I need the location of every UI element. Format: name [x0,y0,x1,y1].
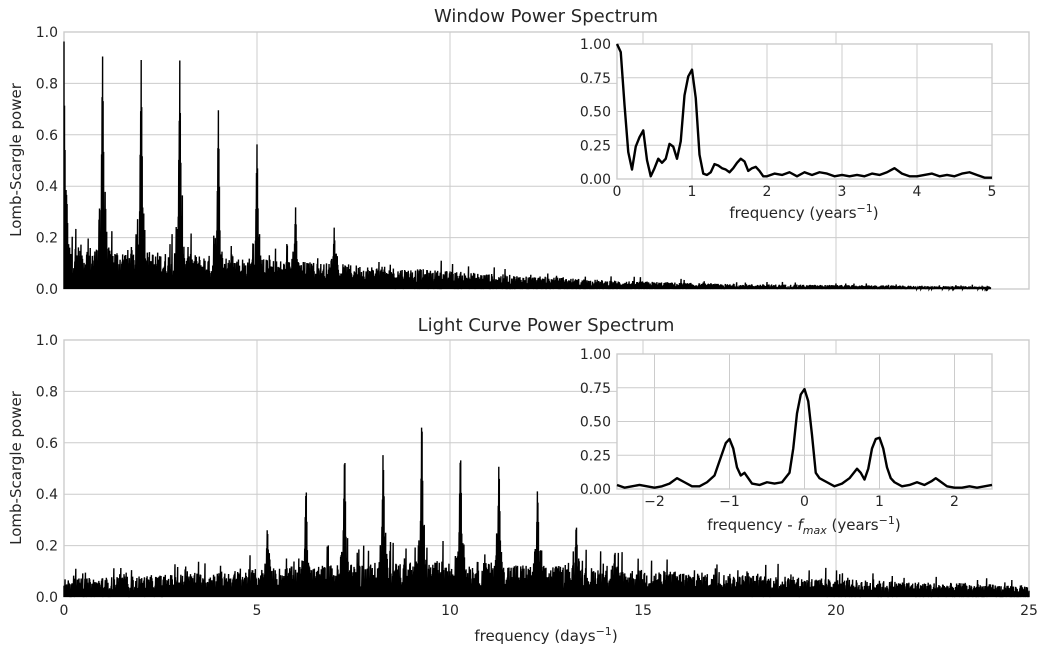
light-curve-spectrum-ylabel: Lomb-Scargle power [7,390,25,545]
x-tick-label: 20 [827,603,845,619]
inset-x-tick-label: −2 [644,494,665,510]
inset-y-tick-label: 0.50 [580,415,611,431]
inset-x-tick-label: 1 [688,184,697,200]
y-tick-label: 0.0 [36,282,58,298]
inset-y-tick-label: 0.75 [580,71,611,87]
inset-x-tick-label: 0 [613,184,622,200]
inset-x-tick-label: 2 [763,184,772,200]
inset-y-tick-label: 0.00 [580,482,611,498]
y-tick-label: 0.8 [36,384,58,400]
x-tick-label: 5 [253,603,262,619]
y-tick-label: 0.8 [36,76,58,92]
inset-x-tick-label: 2 [950,494,959,510]
y-tick-label: 0.0 [36,590,58,606]
inset-y-tick-label: 0.00 [580,172,611,188]
y-tick-label: 0.6 [36,436,58,452]
inset-y-tick-label: 0.50 [580,105,611,121]
inset-x-tick-label: 0 [800,494,809,510]
inset-x-tick-label: 4 [913,184,922,200]
y-tick-label: 0.2 [36,539,58,555]
light-curve-spectrum-panel: Light Curve Power Spectrum 0.0 0.2 0.4 0.6 0… [7,315,1038,645]
light-curve-inset-xlabel: frequency - fmax (years−1) [707,514,900,537]
x-tick-label: 10 [441,603,459,619]
inset-y-tick-label: 1.00 [580,347,611,363]
inset-x-tick-label: 5 [988,184,997,200]
window-inset-line [615,43,992,179]
light-curve-spectrum-title: Light Curve Power Spectrum [418,315,675,336]
window-spectrum-title: Window Power Spectrum [434,6,658,27]
y-tick-label: 0.6 [36,128,58,144]
light-curve-spectrum-xlabel: frequency (days−1) [474,625,617,645]
inset-x-tick-label: 3 [838,184,847,200]
inset-x-tick-label: 1 [875,494,884,510]
inset-y-tick-label: 0.25 [580,138,611,154]
window-spectrum-panel: Window Power Spectrum 0.0 0.2 0.4 0.6 0.8 1.0… [7,6,1030,298]
x-tick-label: 25 [1020,603,1038,619]
y-tick-label: 1.0 [36,333,58,349]
y-tick-label: 0.4 [36,179,58,195]
window-spectrum-ylabel: Lomb-Scargle power [7,82,25,237]
y-tick-label: 0.2 [36,231,58,247]
window-spectrum-line [63,41,992,292]
inset-y-tick-label: 0.25 [580,448,611,464]
y-tick-label: 1.0 [36,25,58,41]
light-curve-inset-line [616,387,993,489]
light-curve-spectrum-line [63,427,1030,598]
window-inset: 0 1 2 3 4 5 0.00 0.25 0.50 0.75 1.00 frequency (y… [580,37,997,222]
inset-y-tick-label: 0.75 [580,381,611,397]
x-tick-label: 0 [60,603,69,619]
x-tick-label: 15 [634,603,652,619]
light-curve-inset: −2 −1 0 1 2 0.00 0.25 0.50 0.75 1.00 frequency -… [580,347,993,537]
inset-x-tick-label: −1 [719,494,740,510]
inset-y-tick-label: 1.00 [580,37,611,53]
y-tick-label: 0.4 [36,487,58,503]
window-inset-xlabel: frequency (years−1) [729,202,878,222]
